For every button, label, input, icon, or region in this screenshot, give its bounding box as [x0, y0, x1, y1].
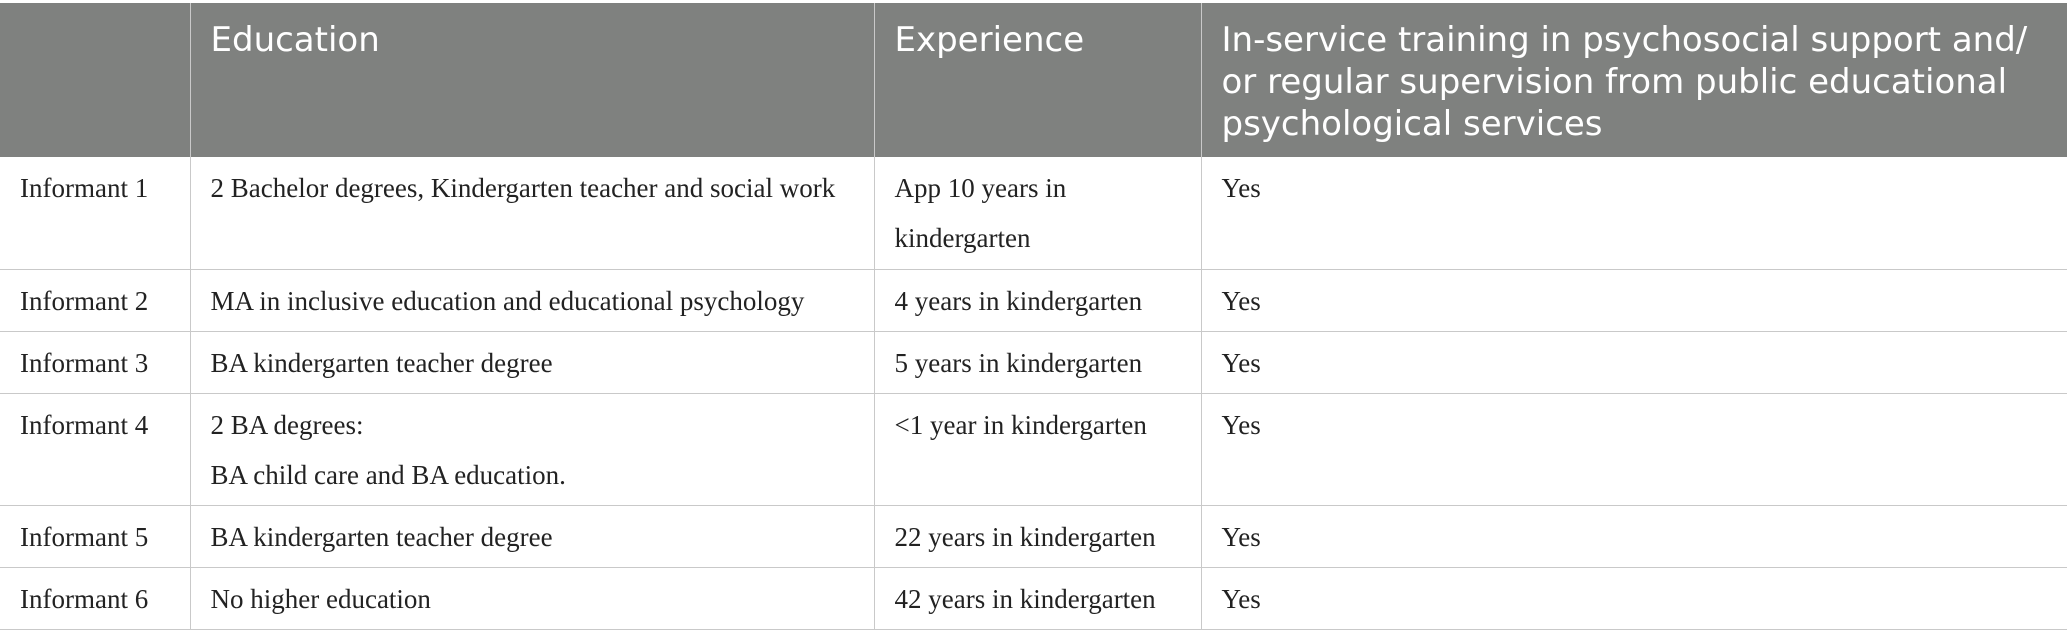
- table-body: Informant 1 2 Bachelor degrees, Kinderga…: [0, 157, 2067, 630]
- training-cell: Yes: [1200, 567, 2067, 630]
- table-row: Informant 4 2 BA degrees: BA child care …: [0, 393, 2067, 506]
- informant-cell: Informant 6: [0, 567, 190, 630]
- informant-cell: Informant 2: [0, 269, 190, 332]
- experience-cell: 22 years in kindergarten: [873, 505, 1201, 568]
- header-row: Education Experience In-service training…: [0, 3, 2067, 157]
- education-line: BA kindergarten teacher degree: [210, 347, 553, 378]
- education-cell: BA kindergarten teacher degree: [189, 331, 874, 394]
- training-cell: Yes: [1200, 505, 2067, 568]
- table-row: Informant 5 BA kindergarten teacher degr…: [0, 505, 2067, 568]
- education-cell: BA kindergarten teacher degree: [189, 505, 874, 568]
- education-cell: MA in inclusive education and educationa…: [189, 269, 874, 332]
- informant-cell: Informant 4: [0, 393, 190, 506]
- informant-table-container: Education Experience In-service training…: [0, 3, 2067, 630]
- header-training: In-service training in psychosocial supp…: [1200, 3, 2067, 157]
- education-line: BA kindergarten teacher degree: [210, 521, 553, 552]
- experience-cell: 42 years in kindergarten: [873, 567, 1201, 630]
- training-cell: Yes: [1200, 269, 2067, 332]
- header-informant: [0, 3, 190, 157]
- experience-cell: <1 year in kindergarten: [873, 393, 1201, 506]
- informant-cell: Informant 1: [0, 157, 190, 270]
- experience-cell: App 10 years in kindergarten: [873, 157, 1201, 270]
- education-cell: 2 Bachelor degrees, Kindergarten teacher…: [189, 157, 874, 270]
- education-line: BA child care and BA education.: [210, 459, 566, 490]
- education-line: 2 BA degrees:: [210, 409, 364, 440]
- informant-cell: Informant 3: [0, 331, 190, 394]
- header-experience: Experience: [873, 3, 1201, 157]
- education-line: MA in inclusive education and educationa…: [210, 285, 805, 316]
- education-line: 2 Bachelor degrees, Kindergarten teacher…: [210, 173, 836, 203]
- informant-cell: Informant 5: [0, 505, 190, 568]
- experience-cell: 4 years in kindergarten: [873, 269, 1201, 332]
- experience-cell: 5 years in kindergarten: [873, 331, 1201, 394]
- training-cell: Yes: [1200, 157, 2067, 270]
- education-cell: 2 BA degrees: BA child care and BA educa…: [189, 393, 874, 506]
- table-row: Informant 2 MA in inclusive education an…: [0, 269, 2067, 332]
- education-line: No higher education: [210, 583, 431, 614]
- education-cell: No higher education: [189, 567, 874, 630]
- training-cell: Yes: [1200, 331, 2067, 394]
- informant-table: Education Experience In-service training…: [0, 3, 2067, 630]
- table-row: Informant 6 No higher education 42 years…: [0, 567, 2067, 630]
- header-education: Education: [189, 3, 874, 157]
- table-row: Informant 1 2 Bachelor degrees, Kinderga…: [0, 157, 2067, 270]
- table-header: Education Experience In-service training…: [0, 3, 2067, 157]
- training-cell: Yes: [1200, 393, 2067, 506]
- table-row: Informant 3 BA kindergarten teacher degr…: [0, 331, 2067, 394]
